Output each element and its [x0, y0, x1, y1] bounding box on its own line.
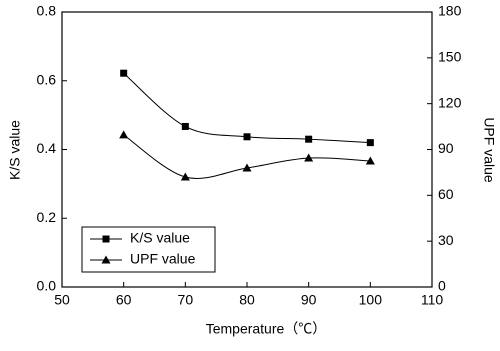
marker	[304, 153, 314, 162]
legend-marker	[101, 255, 111, 264]
x-tick-label: 70	[178, 292, 194, 308]
y2-tick-label: 180	[438, 3, 462, 19]
series-line	[123, 134, 371, 179]
y-tick-label: 0.0	[37, 278, 57, 294]
marker	[242, 163, 252, 172]
marker	[366, 139, 374, 147]
y-tick-label: 0.2	[37, 209, 57, 225]
marker	[181, 122, 189, 130]
y-tick-label: 0.8	[37, 3, 57, 19]
x-tick-label: 60	[116, 292, 132, 308]
y-tick-label: 0.4	[37, 140, 57, 156]
series-line	[123, 72, 371, 144]
y2-tick-label: 30	[438, 232, 454, 248]
x-tick-label: 90	[301, 292, 317, 308]
marker	[119, 130, 129, 139]
y-tick-label: 0.6	[37, 71, 57, 87]
y2-axis-label: UPF value	[481, 117, 497, 183]
x-tick-label: 110	[421, 292, 444, 308]
x-tick-label: 80	[239, 292, 255, 308]
legend-label: K/S value	[130, 230, 190, 246]
marker	[365, 156, 375, 165]
x-tick-label: 100	[359, 292, 383, 308]
y-axis-label: K/S value	[7, 120, 23, 180]
x-tick-label: 50	[54, 292, 70, 308]
y2-tick-label: 120	[438, 94, 462, 110]
legend-marker	[102, 235, 110, 243]
y2-tick-label: 150	[438, 49, 462, 65]
x-axis-label: Temperature（℃）	[206, 321, 327, 337]
y2-tick-label: 0	[438, 278, 446, 294]
marker	[243, 133, 251, 141]
marker	[180, 172, 190, 181]
legend-label: UPF value	[130, 251, 196, 267]
y2-tick-label: 60	[438, 186, 454, 202]
legend-box	[81, 226, 216, 273]
marker	[305, 135, 313, 143]
marker	[120, 69, 128, 77]
y2-tick-label: 90	[438, 140, 454, 156]
